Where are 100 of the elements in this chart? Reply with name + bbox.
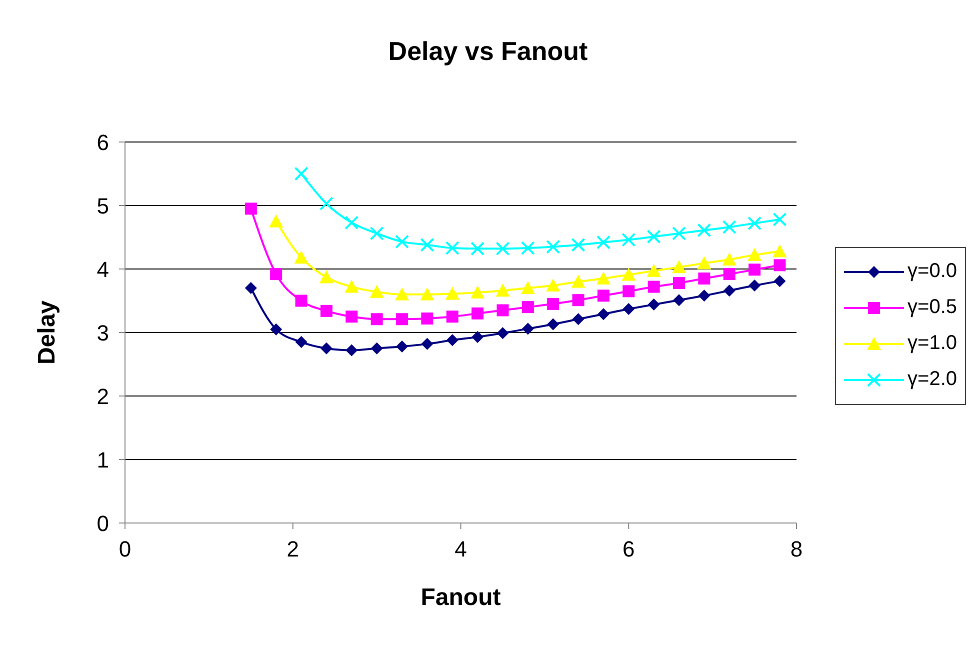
point (673, 276, 685, 289)
point (772, 244, 787, 258)
point (496, 284, 510, 297)
point (370, 313, 383, 326)
point (571, 238, 586, 252)
point (496, 327, 509, 340)
x-tick-label: 0 (118, 536, 132, 562)
point (546, 240, 560, 254)
point (722, 220, 736, 234)
point (572, 313, 584, 326)
point (294, 250, 308, 264)
point (748, 264, 761, 276)
point (648, 280, 660, 293)
point (294, 166, 308, 181)
y-tick-label: 2 (96, 384, 109, 409)
x-tick-label: 2 (286, 536, 300, 562)
point (571, 274, 586, 288)
point (420, 287, 434, 300)
y-tick-label: 5 (96, 193, 109, 218)
y-tick-label: 0 (96, 510, 109, 536)
point (319, 196, 334, 211)
point (698, 290, 710, 302)
point (346, 310, 358, 323)
point (546, 278, 560, 292)
legend-label: γ=2.0 (908, 368, 957, 391)
point (370, 284, 384, 298)
point (396, 340, 408, 352)
point (622, 285, 635, 298)
point (772, 212, 787, 226)
point (472, 307, 484, 320)
point (395, 234, 409, 249)
point (420, 238, 434, 252)
point (520, 241, 535, 256)
point (774, 275, 786, 288)
point (697, 223, 712, 238)
legend-label: γ=1.0 (908, 332, 957, 355)
y-tick-label: 6 (96, 130, 109, 155)
point (597, 308, 610, 320)
point (395, 287, 409, 300)
y-tick-label: 1 (96, 447, 109, 472)
point (597, 290, 610, 302)
point (270, 323, 282, 336)
point (697, 256, 712, 270)
point (496, 304, 509, 316)
point (421, 312, 434, 325)
point (748, 280, 761, 292)
point (622, 268, 636, 281)
x-axis-title: Fanout (420, 584, 501, 611)
point (622, 232, 636, 247)
x-tick-label: 4 (454, 536, 467, 562)
point (446, 334, 458, 346)
point (370, 226, 384, 240)
point (672, 226, 686, 240)
point (270, 268, 282, 280)
point (470, 285, 485, 298)
legend-label: γ=0.0 (908, 260, 957, 283)
point (446, 310, 458, 323)
point (346, 344, 358, 356)
point (472, 330, 484, 343)
point (370, 342, 383, 354)
point (748, 216, 762, 230)
point (269, 214, 284, 228)
point (396, 313, 408, 326)
point (522, 322, 534, 335)
point (244, 202, 257, 215)
point (596, 272, 610, 285)
legend-label: γ=0.5 (908, 296, 957, 319)
point (774, 259, 786, 272)
point (672, 260, 686, 274)
chart-title: Delay vs Fanout (387, 36, 589, 67)
point (673, 294, 685, 306)
point (244, 282, 257, 294)
x-tick-label: 6 (622, 536, 635, 562)
point (648, 298, 660, 311)
point (748, 248, 762, 262)
point (445, 286, 460, 300)
point (547, 318, 560, 330)
point (421, 338, 434, 350)
point (522, 301, 534, 314)
point (723, 284, 736, 297)
point (320, 342, 332, 354)
y-tick-label: 3 (96, 320, 109, 346)
point (520, 281, 535, 294)
y-axis-title: Delay (34, 300, 61, 365)
point (295, 336, 308, 348)
point (295, 294, 308, 307)
point (622, 303, 635, 316)
point (723, 268, 736, 280)
point (698, 272, 710, 285)
y-tick-label: 4 (96, 256, 109, 282)
point (344, 280, 359, 293)
point (344, 216, 359, 230)
point (547, 298, 560, 310)
x-tick-label: 8 (790, 536, 803, 562)
point (470, 242, 485, 256)
point (320, 304, 332, 317)
point (596, 235, 610, 250)
point (572, 294, 584, 306)
point (496, 242, 510, 256)
point (646, 230, 661, 244)
